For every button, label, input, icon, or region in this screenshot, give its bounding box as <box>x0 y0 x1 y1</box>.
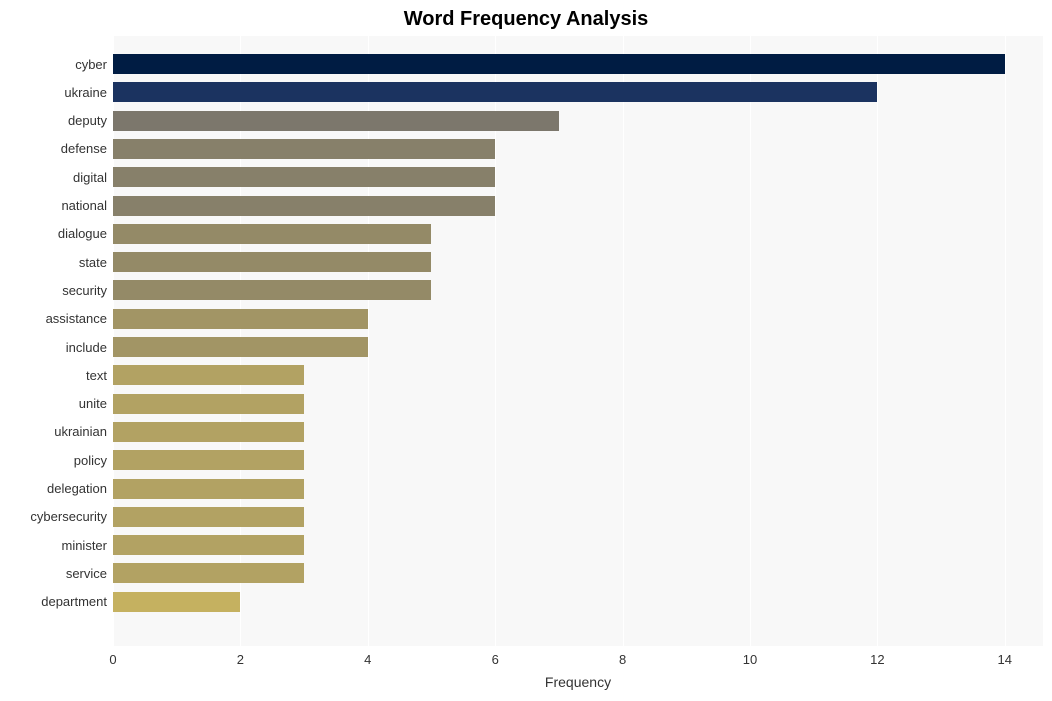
chart-container: Word Frequency Analysis Frequency 0 2 4 6 8 1… <box>0 0 1052 701</box>
bar <box>113 54 1005 74</box>
y-tick-label: service <box>66 566 107 581</box>
bar <box>113 111 559 131</box>
y-tick-label: include <box>66 340 107 355</box>
bar <box>113 280 431 300</box>
x-tick-label: 8 <box>619 652 626 667</box>
y-tick-label: defense <box>61 141 107 156</box>
y-tick-label: delegation <box>47 481 107 496</box>
bar <box>113 139 495 159</box>
y-tick-label: dialogue <box>58 226 107 241</box>
y-tick-label: policy <box>74 453 107 468</box>
chart-title: Word Frequency Analysis <box>0 8 1052 31</box>
y-tick-label: state <box>79 255 107 270</box>
plot-area <box>113 36 1043 646</box>
gridline <box>1005 36 1006 646</box>
x-tick-label: 6 <box>492 652 499 667</box>
bar <box>113 365 304 385</box>
bar <box>113 422 304 442</box>
bar <box>113 479 304 499</box>
bar <box>113 563 304 583</box>
x-axis-label: Frequency <box>113 674 1043 690</box>
x-tick-label: 0 <box>109 652 116 667</box>
gridline <box>750 36 751 646</box>
bar <box>113 507 304 527</box>
y-tick-label: department <box>41 594 107 609</box>
y-tick-label: national <box>61 198 107 213</box>
gridline <box>877 36 878 646</box>
bar <box>113 592 240 612</box>
y-tick-label: minister <box>61 538 107 553</box>
y-tick-label: digital <box>73 170 107 185</box>
y-tick-label: security <box>62 283 107 298</box>
bar <box>113 337 368 357</box>
y-tick-label: ukraine <box>64 85 107 100</box>
x-tick-label: 12 <box>870 652 884 667</box>
x-tick-label: 4 <box>364 652 371 667</box>
bar <box>113 535 304 555</box>
x-tick-label: 10 <box>743 652 757 667</box>
bar <box>113 450 304 470</box>
y-tick-label: cyber <box>75 57 107 72</box>
bar <box>113 82 877 102</box>
y-tick-label: text <box>86 368 107 383</box>
y-tick-label: deputy <box>68 113 107 128</box>
gridline <box>623 36 624 646</box>
bar <box>113 394 304 414</box>
bar <box>113 224 431 244</box>
bar <box>113 252 431 272</box>
bar <box>113 309 368 329</box>
bar <box>113 196 495 216</box>
x-tick-label: 2 <box>237 652 244 667</box>
y-tick-label: assistance <box>46 311 107 326</box>
x-tick-label: 14 <box>998 652 1012 667</box>
y-tick-label: ukrainian <box>54 424 107 439</box>
bar <box>113 167 495 187</box>
y-tick-label: cybersecurity <box>30 509 107 524</box>
y-tick-label: unite <box>79 396 107 411</box>
